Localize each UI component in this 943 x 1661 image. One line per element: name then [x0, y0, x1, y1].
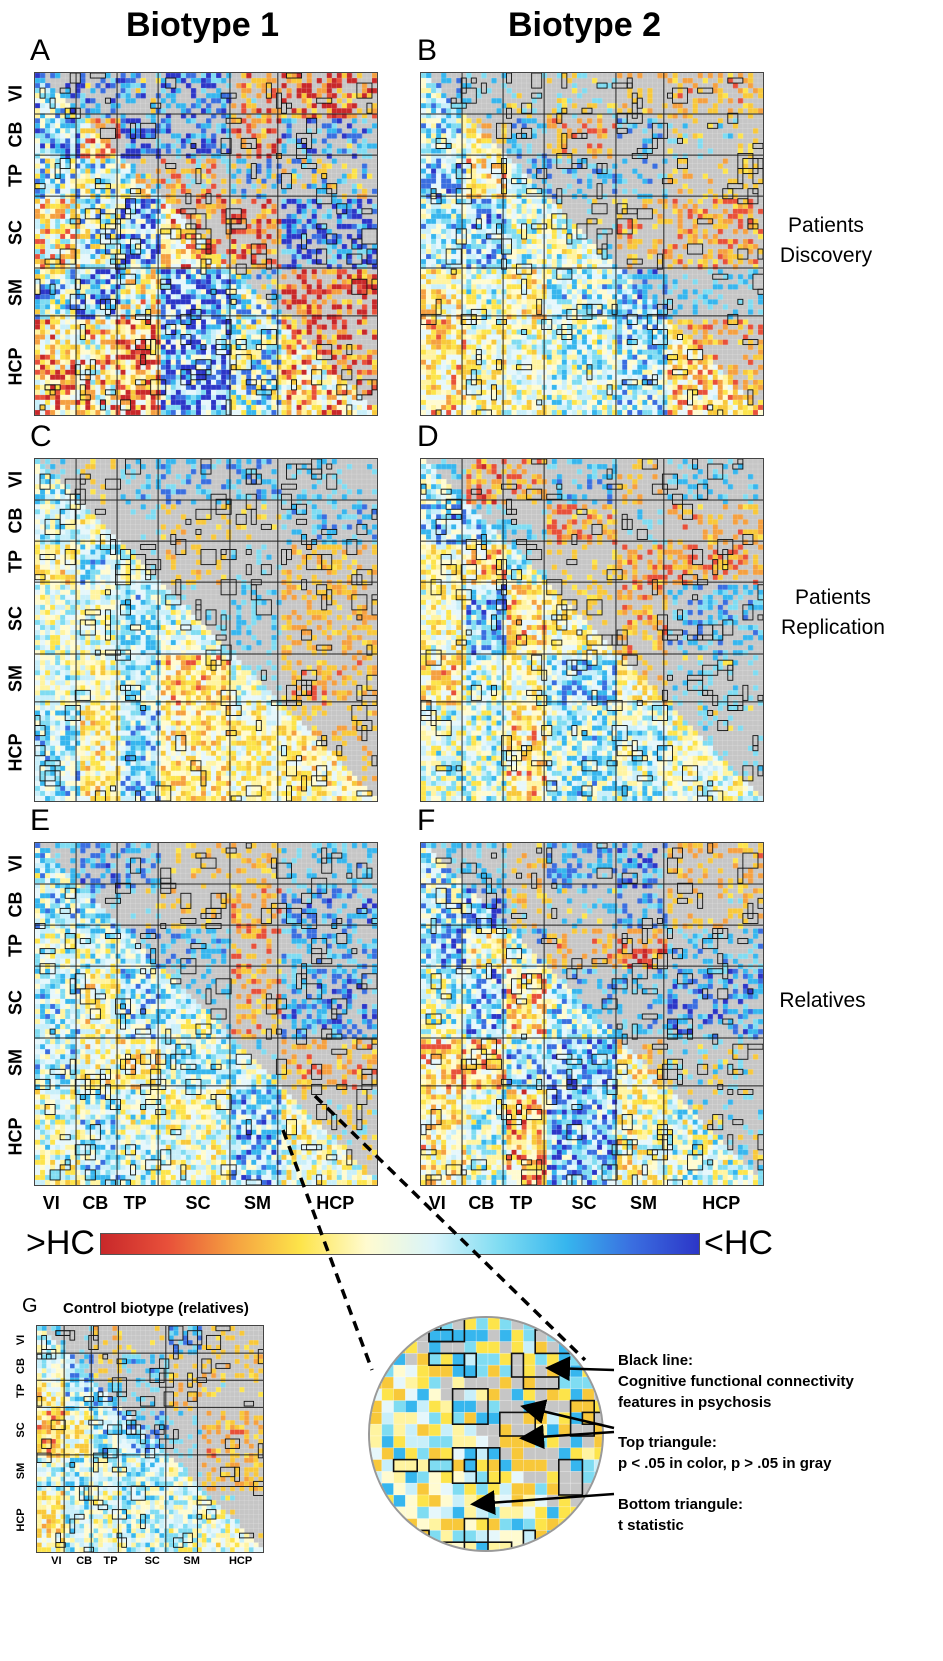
row-label-discovery-line2: Discovery [766, 241, 886, 271]
annotation-top-triangle: Top triangule: p < .05 in color, p > .05… [618, 1432, 831, 1474]
g-xlabel-cb: CB [76, 1555, 92, 1567]
dashed-line-left [281, 1129, 374, 1371]
g-xlabel-tp: TP [104, 1555, 118, 1567]
arrow-top-triangle-1 [520, 1399, 615, 1430]
annotation-black-line-text2: features in psychosis [618, 1392, 854, 1413]
row-label-replication: Patients Replication [768, 583, 898, 643]
mC-cells [35, 459, 377, 801]
annotation-bottom-triangle-label: Bottom triangule: [618, 1494, 743, 1515]
row-label-relatives: Relatives [770, 986, 875, 1016]
matrix-panel-f [420, 842, 764, 1186]
xlabel-e-sm: SM [244, 1193, 271, 1214]
row-label-discovery: Patients Discovery [766, 211, 886, 271]
mA-cells [35, 73, 377, 415]
column-title-biotype-1: Biotype 1 [126, 6, 279, 45]
matrix-panel-d [420, 458, 764, 802]
panel-letter-f: F [417, 804, 435, 838]
mG-cells [37, 1326, 263, 1552]
mF-cells [421, 843, 763, 1185]
mE-cells [35, 843, 377, 1185]
xlabel-e-hcp: HCP [316, 1193, 354, 1214]
g-xlabel-sc: SC [145, 1555, 160, 1567]
column-title-biotype-2: Biotype 2 [508, 6, 661, 45]
g-xlabel-hcp: HCP [229, 1555, 252, 1567]
colorbar [100, 1233, 700, 1255]
xlabel-f-hcp: HCP [702, 1193, 740, 1214]
annotation-bottom-triangle: Bottom triangule: t statistic [618, 1494, 743, 1536]
panel-letter-a: A [30, 34, 50, 68]
annotation-bottom-triangle-text: t statistic [618, 1515, 743, 1536]
xlabel-e-vi: VI [43, 1193, 60, 1214]
dashed-line-right [313, 1094, 587, 1362]
annotation-top-triangle-text: p < .05 in color, p > .05 in gray [618, 1453, 831, 1474]
xlabel-f-sm: SM [630, 1193, 657, 1214]
row-label-replication-line2: Replication [768, 613, 898, 643]
xlabel-e-tp: TP [124, 1193, 147, 1214]
panel-letter-e: E [30, 804, 50, 838]
zoom-circle [368, 1316, 604, 1552]
matrix-panel-g [36, 1325, 264, 1553]
mB-cells [421, 73, 763, 415]
row-label-replication-line1: Patients [768, 583, 898, 613]
matrix-panel-e [34, 842, 378, 1186]
arrow-bottom-triangle [470, 1490, 615, 1516]
annotation-black-line-label: Black line: [618, 1350, 854, 1371]
xlabel-e-cb: CB [82, 1193, 108, 1214]
panel-letter-d: D [417, 420, 439, 454]
panel-letter-g: G [22, 1295, 38, 1318]
annotation-black-line: Black line: Cognitive functional connect… [618, 1350, 854, 1413]
xlabel-f-vi: VI [429, 1193, 446, 1214]
arrow-black-line [545, 1356, 615, 1382]
zoom-cells [370, 1318, 602, 1550]
xlabel-e-sc: SC [186, 1193, 211, 1214]
annotation-top-triangle-label: Top triangule: [618, 1432, 831, 1453]
mD-cells [421, 459, 763, 801]
xlabel-f-cb: CB [468, 1193, 494, 1214]
matrix-panel-c [34, 458, 378, 802]
matrix-panel-a [34, 72, 378, 416]
g-xlabel-sm: SM [183, 1555, 200, 1567]
arrow-top-triangle-2 [519, 1424, 615, 1450]
row-label-discovery-line1: Patients [766, 211, 886, 241]
panel-letter-b: B [417, 34, 437, 68]
xlabel-f-tp: TP [510, 1193, 533, 1214]
xlabel-f-sc: SC [572, 1193, 597, 1214]
colorbar-right-label: <HC [704, 1224, 773, 1263]
panel-letter-c: C [30, 420, 52, 454]
annotation-black-line-text1: Cognitive functional connectivity [618, 1371, 854, 1392]
g-xlabel-vi: VI [51, 1555, 61, 1567]
colorbar-left-label: >HC [26, 1224, 95, 1263]
control-title: Control biotype (relatives) [63, 1300, 249, 1317]
matrix-panel-b [420, 72, 764, 416]
